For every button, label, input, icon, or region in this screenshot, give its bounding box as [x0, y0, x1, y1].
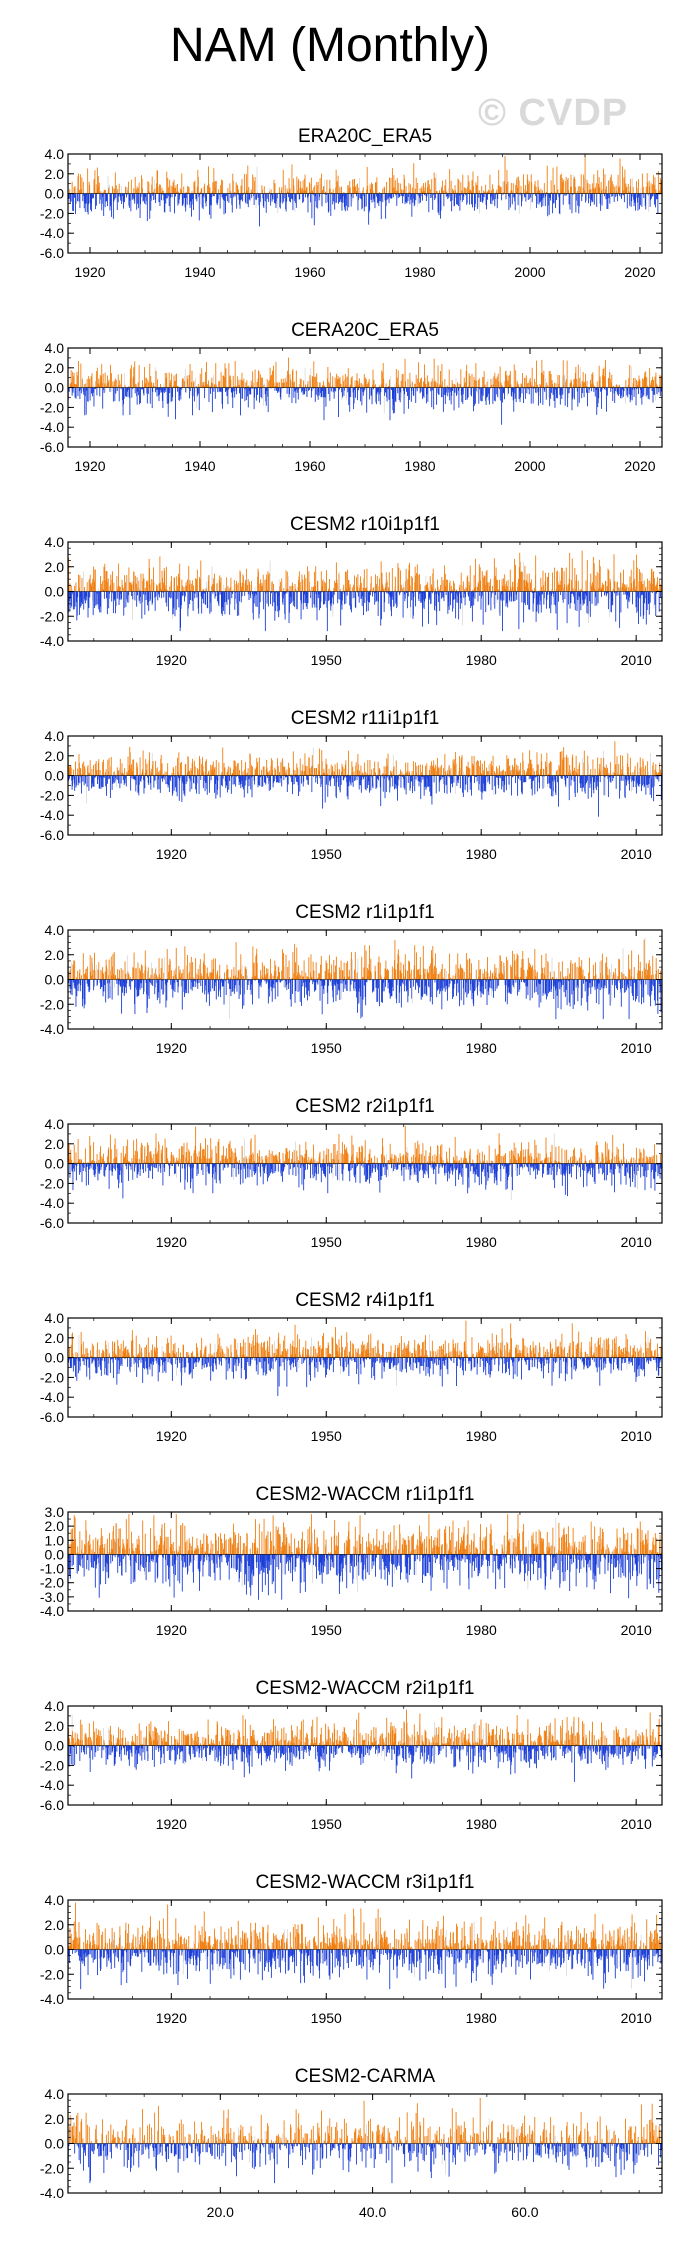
page-title: NAM (Monthly) — [0, 18, 660, 73]
x-tick-label: 1980 — [404, 264, 435, 280]
x-tick-label: 1940 — [184, 458, 215, 474]
y-tick-label: -2.0 — [40, 399, 64, 415]
bar-series — [67, 550, 663, 632]
x-tick-label: 2020 — [624, 264, 655, 280]
chart-title: CESM2 r11i1p1f1 — [291, 708, 440, 729]
bar-series — [67, 357, 663, 425]
x-tick-label: 2010 — [621, 652, 652, 668]
y-tick-label: -2.0 — [40, 608, 64, 624]
y-tick-label: -6.0 — [40, 439, 64, 455]
chart-panel-4: CESM2 r11i1p1f14.02.00.0-2.0-4.0-6.01920… — [40, 708, 663, 862]
y-tick-label: -6.0 — [40, 245, 64, 261]
x-tick-label: 2000 — [514, 264, 545, 280]
cvdp-watermark: © CVDP — [478, 92, 628, 135]
x-tick-label: 1920 — [156, 652, 187, 668]
chart-panel-1: ERA20C_ERA5 4.0 2.0 0.0 -2.0 -4.0 -6.0 1920 1940… — [40, 126, 663, 280]
y-tick-label: 4.0 — [45, 146, 65, 162]
chart-title: CESM2 r10i1p1f1 — [290, 514, 440, 535]
x-tick-label: 1980 — [404, 458, 435, 474]
y-tick-label: 0.0 — [45, 186, 65, 202]
chart-title: ERA20C_ERA5 — [298, 126, 432, 147]
x-tick-label: 1940 — [184, 264, 215, 280]
chart-panel-3: CESM2 r10i1p1f1 4.0 2.0 0.0 -2.0 -4.0 1920 1950… — [40, 514, 663, 668]
y-tick-label: 0.0 — [45, 584, 65, 600]
bar-series — [67, 741, 663, 817]
x-tick-label: 1950 — [311, 652, 342, 668]
y-tick-label: -4.0 — [40, 419, 64, 435]
x-tick-label: 1920 — [74, 264, 105, 280]
chart-title: CERA20C_ERA5 — [291, 320, 439, 341]
y-tick-label: 2.0 — [45, 166, 65, 182]
y-tick-label: 0.0 — [45, 380, 65, 396]
bar-series — [67, 155, 663, 227]
x-tick-label: 1960 — [294, 458, 325, 474]
y-tick-label: -4.0 — [40, 633, 64, 649]
x-tick-label: 1920 — [74, 458, 105, 474]
y-tick-label: -2.0 — [40, 205, 64, 221]
y-tick-label: 4.0 — [45, 534, 65, 550]
x-tick-label: 1960 — [294, 264, 325, 280]
y-tick-label: 4.0 — [45, 340, 65, 356]
x-tick-label: 1980 — [466, 652, 497, 668]
x-tick-label: 2000 — [514, 458, 545, 474]
x-tick-label: 2020 — [624, 458, 655, 474]
y-tick-label: -4.0 — [40, 225, 64, 241]
chart-panel-2: CERA20C_ERA5 4.0 2.0 0.0 -2.0 -4.0 -6.0 1920 194… — [40, 320, 663, 474]
y-tick-label: 2.0 — [45, 360, 65, 376]
y-tick-label: 2.0 — [45, 559, 65, 575]
